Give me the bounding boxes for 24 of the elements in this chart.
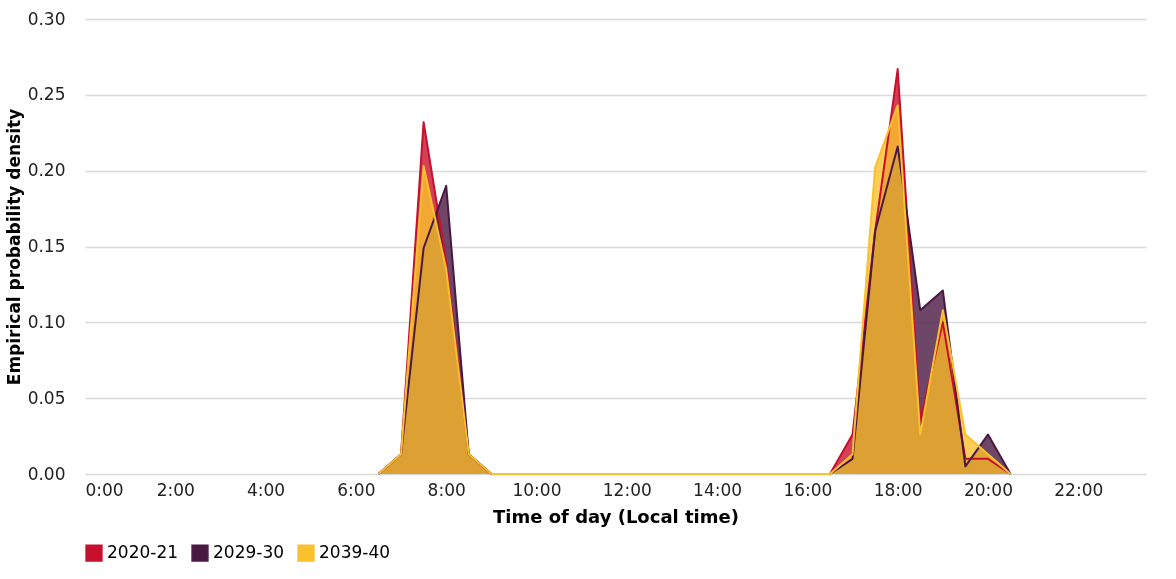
y-tick-label: 0.10 [27, 311, 66, 332]
x-tick-label: 14:00 [693, 479, 743, 500]
x-tick-label: 22:00 [1054, 479, 1104, 500]
x-tick-label: 8:00 [427, 479, 466, 500]
x-axis-title: Time of day (Local time) [493, 505, 739, 527]
legend-label: 2029-30 [213, 542, 285, 563]
y-tick-label: 0.25 [27, 84, 66, 105]
x-tick-label: 18:00 [873, 479, 923, 500]
y-axis-title: Empirical probability density [3, 108, 24, 386]
x-tick-label: 12:00 [602, 479, 652, 500]
y-tick-label: 0.05 [27, 387, 66, 408]
x-tick-label: 2:00 [156, 479, 195, 500]
y-tick-label: 0.30 [27, 8, 66, 29]
x-tick-label: 4:00 [247, 479, 286, 500]
x-tick-label: 0:00 [85, 479, 124, 500]
x-tick-label: 16:00 [783, 479, 833, 500]
legend-label: 2020-21 [107, 542, 179, 563]
y-tick-label: 0.15 [27, 236, 66, 256]
y-tick-label: 0.00 [27, 463, 66, 484]
x-tick-label: 10:00 [512, 479, 562, 500]
legend-label: 2039-40 [319, 542, 391, 563]
x-tick-label: 20:00 [963, 479, 1013, 500]
x-tick-label: 6:00 [337, 479, 376, 500]
y-tick-label: 0.20 [27, 160, 66, 181]
